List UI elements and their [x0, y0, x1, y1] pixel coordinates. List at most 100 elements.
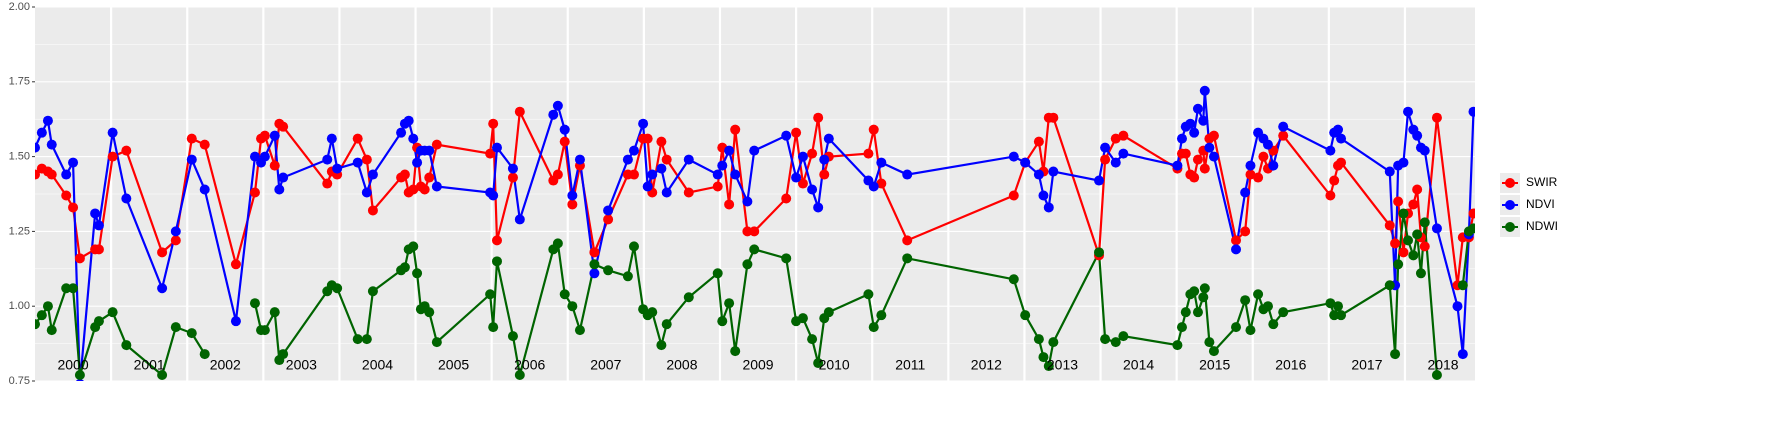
data-point — [61, 169, 72, 180]
data-point — [1199, 283, 1210, 294]
data-point — [781, 253, 792, 264]
data-point — [1204, 142, 1215, 153]
data-point — [1393, 196, 1404, 207]
data-point — [1384, 166, 1395, 177]
data-point — [1199, 85, 1210, 96]
data-point — [552, 238, 563, 249]
data-point — [507, 331, 518, 342]
y-tick-label: 1.50 — [9, 151, 30, 163]
data-point — [1468, 106, 1475, 117]
data-point — [603, 214, 614, 225]
data-point — [1333, 124, 1344, 135]
data-point — [1192, 154, 1203, 165]
data-point — [661, 187, 672, 198]
data-point — [559, 136, 570, 147]
data-point — [1336, 133, 1347, 144]
year-label: 2005 — [438, 357, 469, 373]
data-point — [622, 154, 633, 165]
data-point — [431, 337, 442, 348]
year-label: 2001 — [134, 357, 165, 373]
data-point — [876, 157, 887, 168]
data-point — [491, 256, 502, 267]
data-point — [1403, 235, 1414, 246]
data-point — [1398, 157, 1409, 168]
data-point — [1204, 337, 1215, 348]
data-point — [1245, 160, 1256, 171]
data-point — [1208, 346, 1219, 357]
data-point — [1118, 331, 1129, 342]
data-point — [1262, 301, 1273, 312]
data-point — [1008, 190, 1019, 201]
data-point — [36, 127, 47, 138]
data-point — [269, 160, 280, 171]
data-point — [412, 268, 423, 279]
data-point — [730, 124, 741, 135]
data-point — [186, 328, 197, 339]
year-label: 2009 — [742, 357, 773, 373]
data-point — [1278, 121, 1289, 132]
data-point — [791, 127, 802, 138]
data-point — [332, 283, 343, 294]
data-point — [559, 289, 570, 300]
data-point — [742, 226, 753, 237]
data-point — [730, 346, 741, 357]
data-point — [491, 142, 502, 153]
data-point — [1412, 130, 1423, 141]
data-point — [42, 115, 53, 126]
data-point — [1176, 322, 1187, 333]
data-point — [683, 154, 694, 165]
year-label: 2004 — [362, 357, 393, 373]
data-point — [507, 172, 518, 183]
y-tick-label: 1.25 — [9, 225, 30, 237]
data-point — [1118, 130, 1129, 141]
year-label: 2003 — [286, 357, 317, 373]
data-point — [431, 181, 442, 192]
data-point — [361, 187, 372, 198]
data-point — [403, 115, 414, 126]
data-point — [628, 241, 639, 252]
year-label: 2013 — [1047, 357, 1078, 373]
data-point — [574, 325, 585, 336]
data-point — [1048, 166, 1059, 177]
data-point — [61, 283, 72, 294]
data-point — [1100, 334, 1111, 345]
data-point — [742, 259, 753, 270]
data-point — [863, 148, 874, 159]
data-point — [1100, 142, 1111, 153]
data-point — [1329, 310, 1340, 321]
year-label: 2017 — [1351, 357, 1382, 373]
data-point — [1419, 241, 1430, 252]
data-point — [552, 169, 563, 180]
legend-label: NDWI — [1526, 219, 1558, 233]
data-point — [121, 340, 132, 351]
data-point — [1176, 133, 1187, 144]
data-point — [647, 307, 658, 318]
data-point — [269, 130, 280, 141]
data-point — [199, 184, 210, 195]
data-point — [431, 139, 442, 150]
data-point — [1325, 190, 1336, 201]
year-label: 2015 — [1199, 357, 1230, 373]
data-point — [1185, 118, 1196, 129]
data-point — [1415, 268, 1426, 279]
data-point — [1110, 157, 1121, 168]
data-point — [552, 100, 563, 111]
data-point — [107, 307, 118, 318]
data-point — [1020, 157, 1031, 168]
data-point — [567, 190, 578, 201]
data-point — [1403, 106, 1414, 117]
data-point — [1262, 139, 1273, 150]
data-point — [1452, 301, 1463, 312]
legend-dot — [1505, 222, 1515, 232]
data-point — [574, 154, 585, 165]
data-point — [807, 334, 818, 345]
data-point — [1419, 217, 1430, 228]
year-label: 2008 — [666, 357, 697, 373]
data-point — [1431, 370, 1442, 381]
data-point — [485, 148, 496, 159]
data-point — [424, 172, 435, 183]
data-point — [868, 322, 879, 333]
data-point — [1199, 163, 1210, 174]
data-point — [361, 334, 372, 345]
data-point — [1412, 184, 1423, 195]
